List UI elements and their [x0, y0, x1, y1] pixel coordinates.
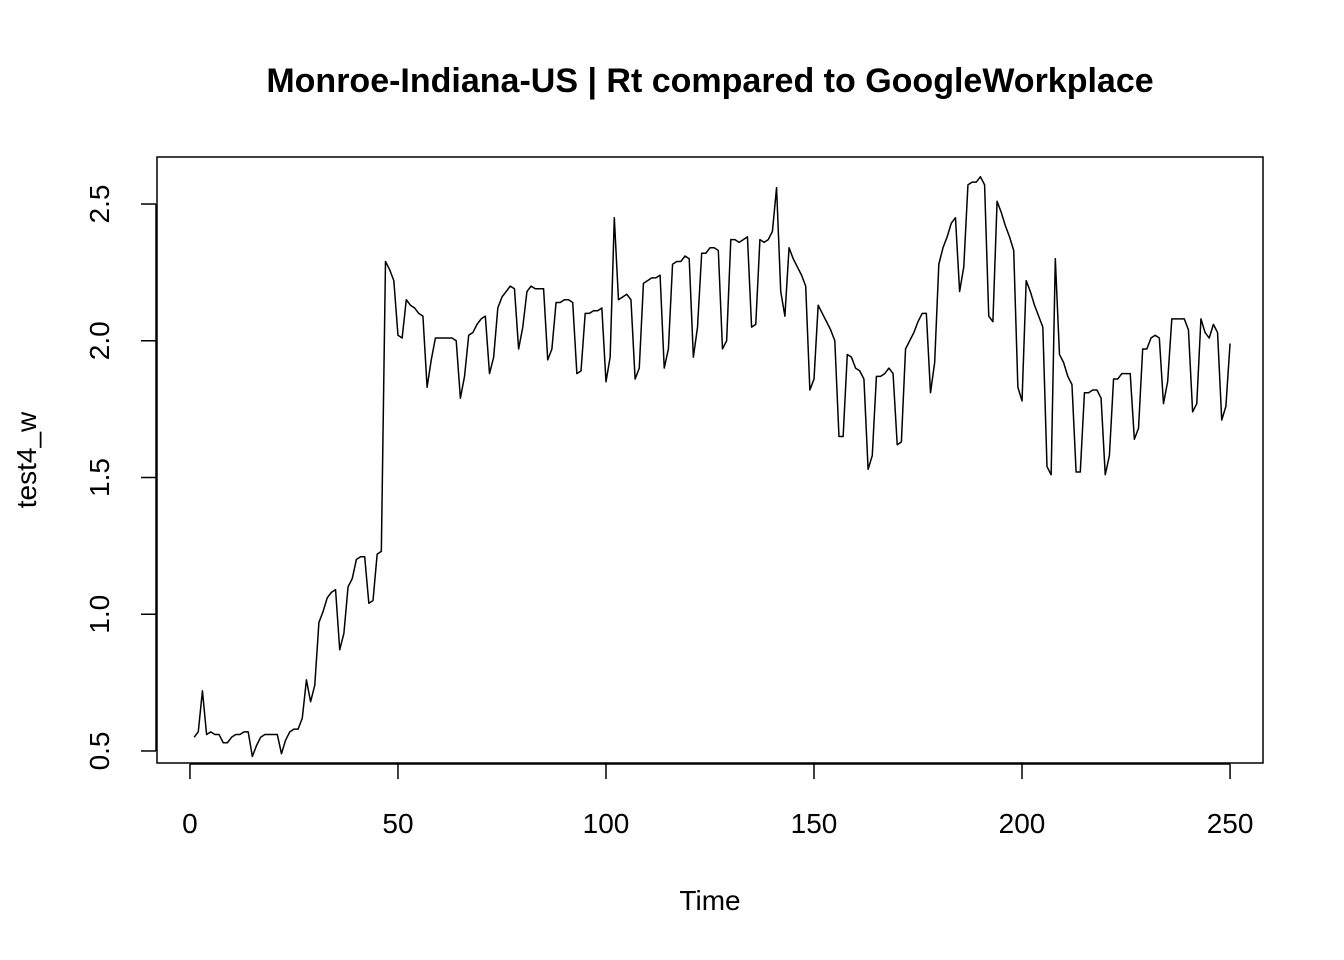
plot-frame [156, 156, 1264, 764]
chart-title: Monroe-Indiana-US | Rt compared to Googl… [266, 62, 1153, 100]
x-tick-label: 100 [583, 808, 630, 839]
x-tick-label: 50 [382, 808, 413, 839]
y-tick-label: 2.5 [84, 185, 115, 224]
x-axis-title: Time [679, 885, 740, 916]
x-tick-label: 150 [791, 808, 838, 839]
x-axis: 0 50 100 150 200 250 [182, 763, 1254, 839]
x-tick-label: 200 [999, 808, 1046, 839]
y-tick-label: 1.0 [84, 595, 115, 634]
y-tick-label: 1.5 [84, 458, 115, 497]
y-axis-title: test4_w [11, 411, 42, 508]
y-tick-label: 2.0 [84, 321, 115, 360]
y-axis: 0.5 1.0 1.5 2.0 2.5 [84, 185, 157, 770]
x-tick-label: 0 [182, 808, 198, 839]
series-line [193, 175, 1231, 758]
y-tick-label: 0.5 [84, 731, 115, 770]
x-tick-label: 250 [1207, 808, 1254, 839]
